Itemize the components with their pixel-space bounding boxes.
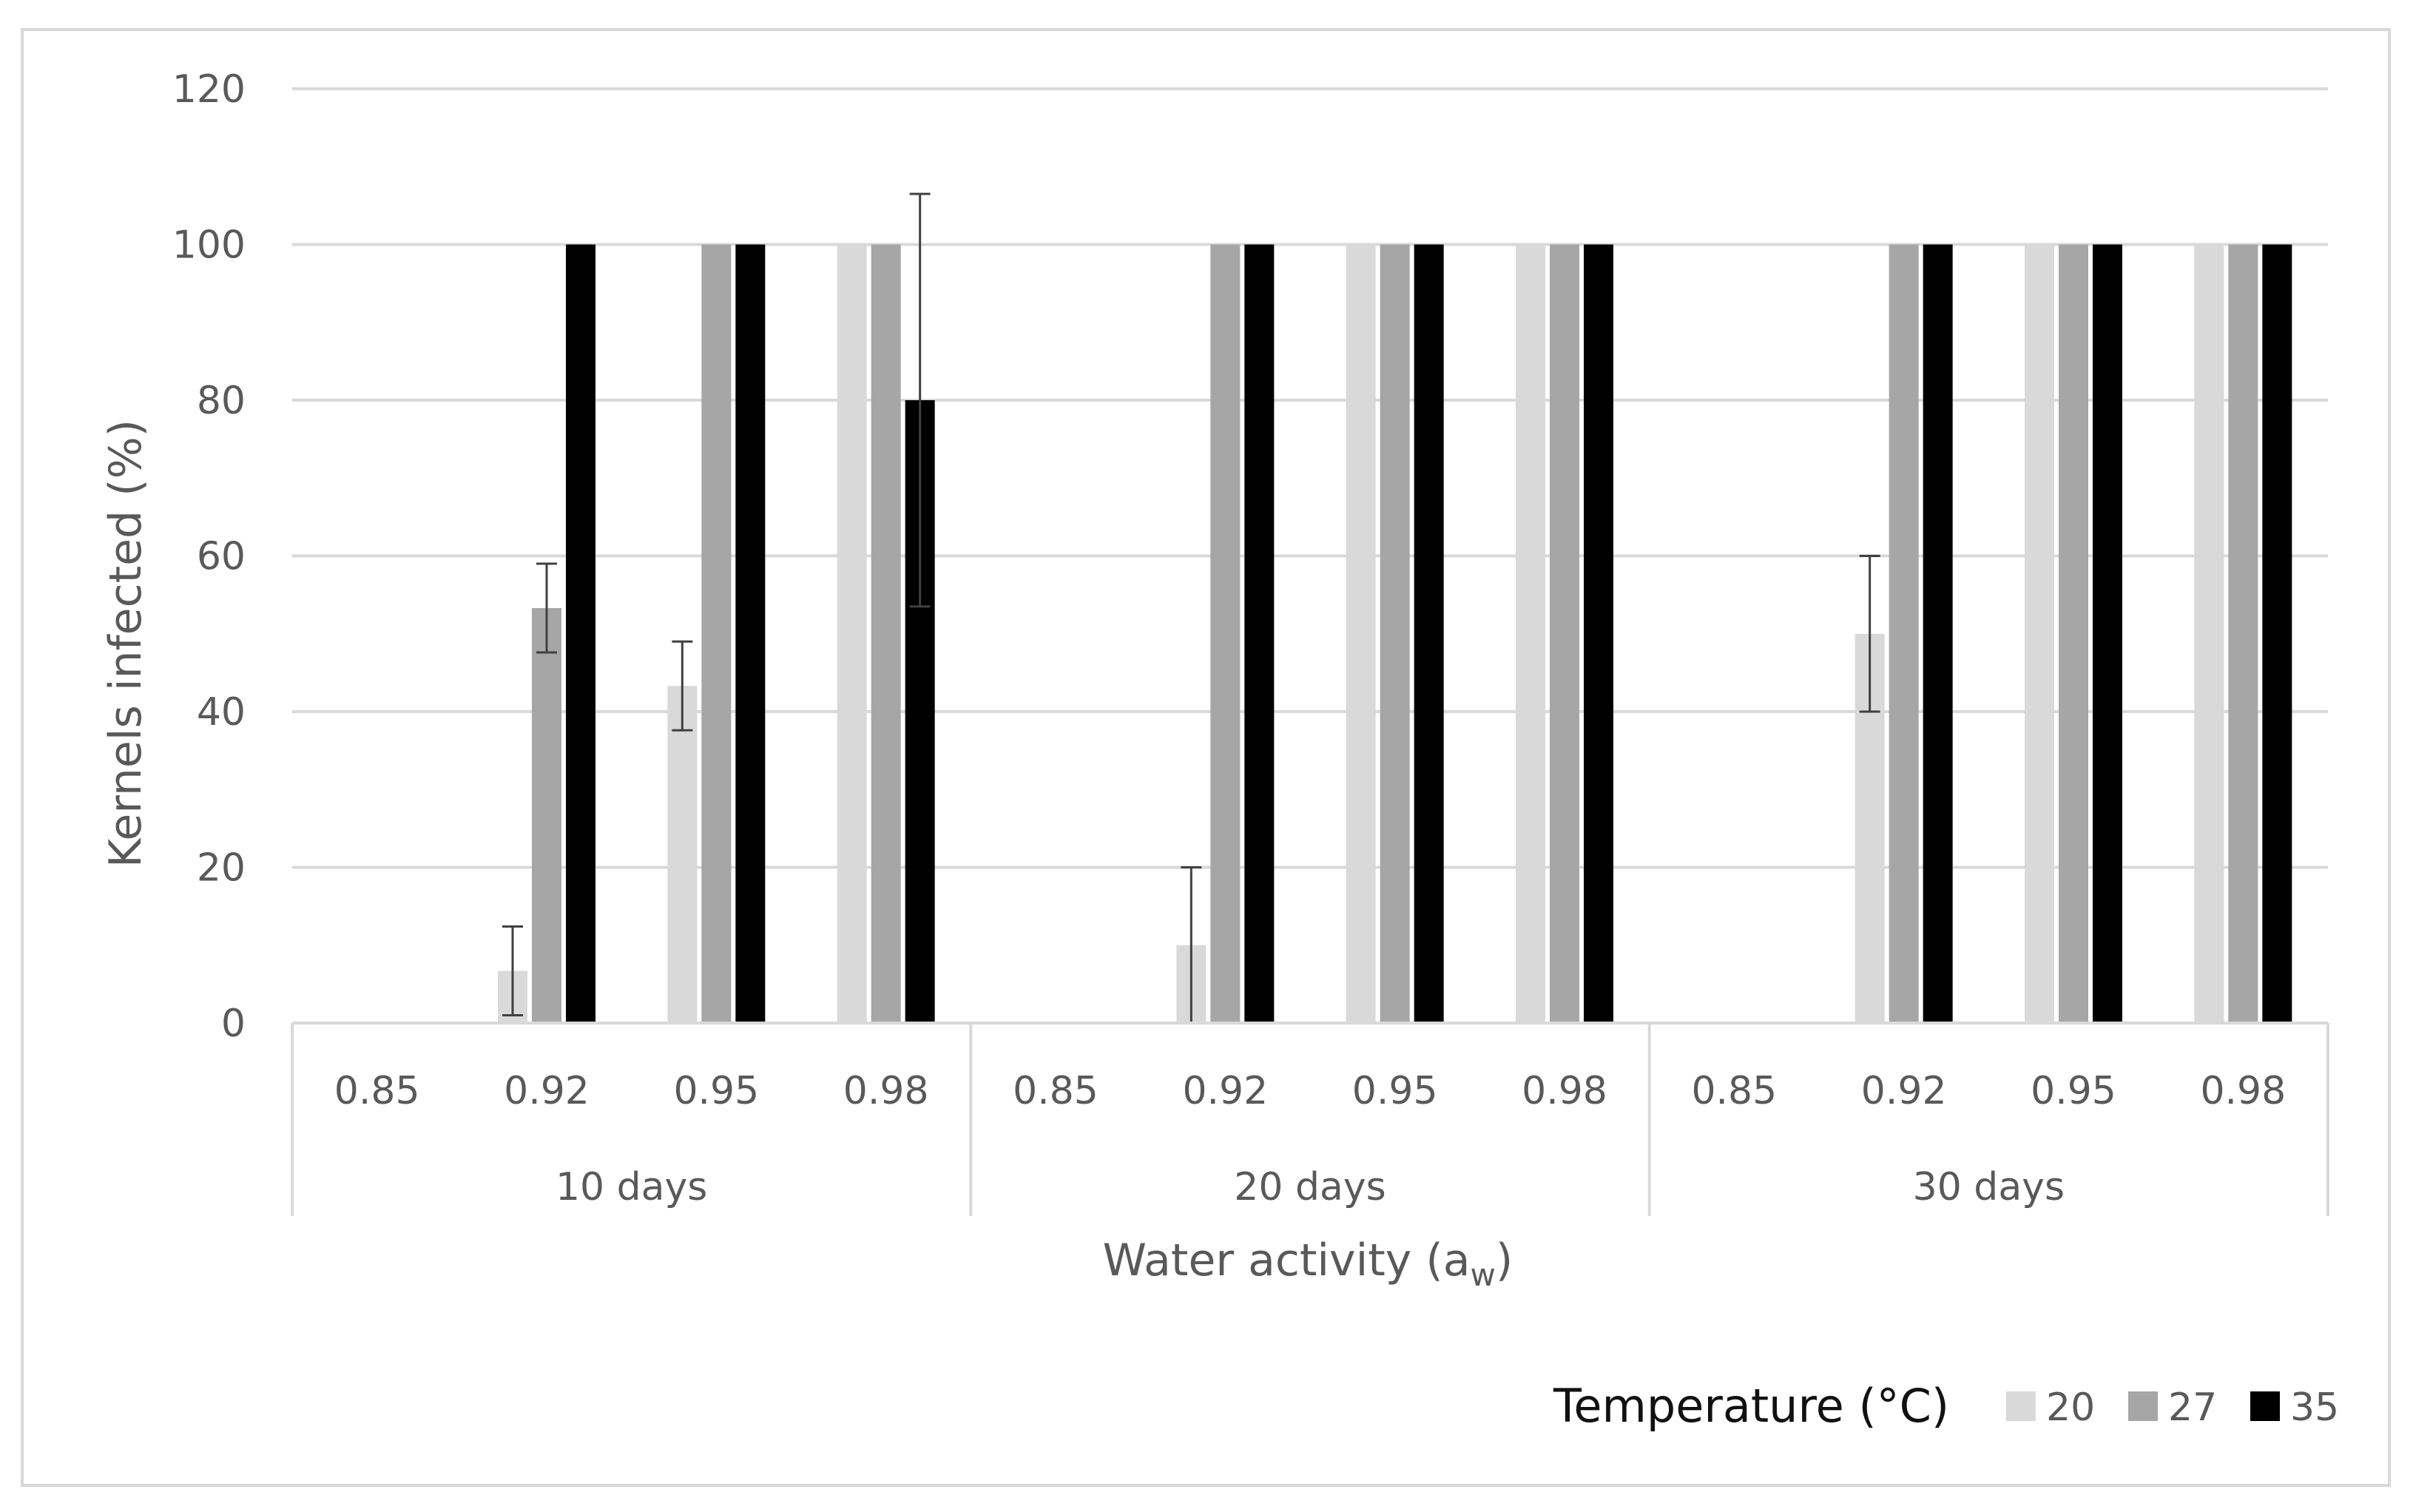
legend-swatch-27 [2128, 1391, 2158, 1421]
chart-frame [21, 28, 2391, 1487]
y-tick-label: 0 [221, 1002, 246, 1046]
bar-series-27 [2228, 244, 2258, 1023]
x-axis-title-main: Water activity (a [1103, 1235, 1471, 1286]
bar-series-35 [1584, 244, 1613, 1023]
bar-series-20 [667, 686, 698, 1023]
x-category-label: 0.85 [334, 1069, 420, 1113]
error-bar [536, 562, 557, 654]
bar-series-27 [1889, 244, 1919, 1023]
x-category-label: 0.95 [1352, 1069, 1438, 1113]
bar-series-27 [1550, 244, 1579, 1023]
error-bars [502, 192, 1880, 1025]
x-category-label: 0.92 [504, 1069, 590, 1113]
y-tick-label: 120 [172, 67, 246, 112]
x-axis-title-close: ) [1496, 1235, 1513, 1286]
bar-series-20 [837, 244, 867, 1023]
bar-series-20 [2025, 244, 2054, 1023]
legend-title: Temperature (°C) [1553, 1379, 1949, 1433]
legend: Temperature (°C) 20 27 35 [1553, 1379, 2339, 1433]
legend-label-27: 27 [2168, 1386, 2217, 1430]
x-category-label: 0.92 [1861, 1069, 1947, 1113]
bar-series-35 [1244, 244, 1275, 1023]
bar-series-27 [1210, 244, 1241, 1023]
bar-series-35 [2262, 244, 2292, 1023]
x-category-label: 0.95 [2031, 1069, 2116, 1113]
bar-series-27 [871, 244, 901, 1023]
x-group-label: 20 days [1234, 1165, 1386, 1209]
y-tick-label: 80 [197, 379, 246, 423]
bar-series-27 [1380, 244, 1410, 1023]
y-axis-ticks: 0 20 40 60 80 100 120 [172, 67, 246, 1046]
gridlines [292, 87, 2328, 869]
bar-series-20 [1346, 244, 1376, 1023]
x-axis: 0.85 0.92 0.95 0.98 10 days 0.85 0.92 0.95 0.98 2… [291, 1022, 2329, 1216]
error-bar [502, 925, 523, 1016]
x-axis-title: Water activity (aw) [1103, 1235, 1513, 1293]
y-tick-label: 60 [197, 535, 246, 579]
y-tick-label: 100 [172, 223, 246, 268]
x-category-label: 0.95 [673, 1069, 759, 1113]
x-category-label: 0.92 [1182, 1069, 1268, 1113]
error-bar [672, 640, 693, 732]
error-bar [909, 192, 931, 608]
x-category-label: 0.85 [1691, 1069, 1777, 1113]
x-group-label: 10 days [556, 1165, 707, 1209]
x-group-label: 30 days [1913, 1165, 2065, 1209]
bar-series-35 [2093, 244, 2122, 1023]
y-tick-label: 40 [197, 690, 246, 735]
y-axis-title: Kernels infected (%) [100, 419, 152, 868]
bar-series-35 [566, 244, 595, 1023]
bars [498, 244, 2292, 1023]
legend-label-35: 35 [2290, 1386, 2339, 1430]
bar-series-27 [532, 608, 561, 1023]
x-category-label: 0.85 [1013, 1069, 1098, 1113]
bar-series-20 [1516, 244, 1545, 1023]
bar-series-20 [2194, 244, 2224, 1023]
legend-label-20: 20 [2046, 1386, 2095, 1430]
x-category-label: 0.98 [1522, 1069, 1607, 1113]
legend-swatch-35 [2250, 1391, 2280, 1421]
x-category-label: 0.98 [843, 1069, 929, 1113]
bar-series-27 [701, 244, 732, 1023]
bar-series-35 [735, 244, 766, 1023]
y-tick-label: 20 [197, 846, 246, 891]
x-category-label: 0.98 [2200, 1069, 2286, 1113]
x-axis-title-subscript: w [1471, 1257, 1496, 1293]
error-bar [1859, 555, 1880, 713]
bar-series-27 [2059, 244, 2088, 1023]
bar-series-35 [1923, 244, 1953, 1023]
bar-series-35 [1414, 244, 1444, 1023]
legend-swatch-20 [2006, 1391, 2036, 1421]
